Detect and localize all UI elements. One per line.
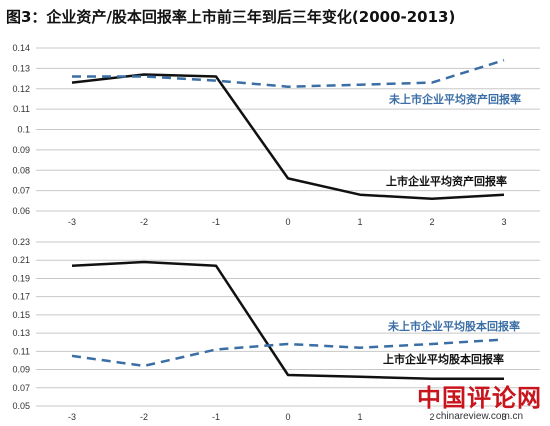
series-line-unlisted xyxy=(71,338,505,368)
y-tick-label: 0.08 xyxy=(12,165,30,175)
x-tick-label: 3 xyxy=(501,412,506,422)
x-tick-label: 2 xyxy=(429,217,434,227)
x-tick-label: -2 xyxy=(140,217,148,227)
x-tick-label: -1 xyxy=(212,217,220,227)
y-tick-label: 0.14 xyxy=(12,43,30,53)
x-tick-label: 0 xyxy=(285,412,290,422)
watermark-main: 中国评论网 xyxy=(417,383,542,412)
y-tick-label: 0.13 xyxy=(12,328,30,338)
x-tick-label: 3 xyxy=(501,217,506,227)
watermark-sub: chinareview.com.cn xyxy=(435,411,524,422)
x-tick-label: -2 xyxy=(140,412,148,422)
series-label-unlisted: 未上市企业平均资产回报率 xyxy=(388,92,521,106)
y-tick-label: 0.12 xyxy=(12,84,30,94)
y-tick-label: 0.21 xyxy=(12,255,30,265)
x-tick-label: 1 xyxy=(357,217,362,227)
y-tick-label: 0.17 xyxy=(12,292,30,302)
y-tick-label: 0.23 xyxy=(12,237,30,247)
series-label-listed: 上市企业平均股本回报率 xyxy=(383,352,504,366)
x-tick-label: 1 xyxy=(357,412,362,422)
y-tick-label: 0.09 xyxy=(12,365,30,375)
x-tick-label: -3 xyxy=(68,412,76,422)
chart-title: 图3：企业资产/股本回报率上市前三年到后三年变化(2000-2013) xyxy=(6,8,456,26)
y-tick-label: 0.15 xyxy=(12,310,30,320)
y-tick-label: 0.1 xyxy=(17,125,30,135)
x-tick-label: -3 xyxy=(68,217,76,227)
y-tick-label: 0.09 xyxy=(12,145,30,155)
watermark-logo: 中国评论网 chinareview.com.cn xyxy=(417,383,542,423)
series-label-unlisted: 未上市企业平均股本回报率 xyxy=(387,319,520,333)
y-tick-label: 0.13 xyxy=(12,63,30,73)
x-tick-label: 0 xyxy=(285,217,290,227)
series-line-listed xyxy=(71,260,504,380)
y-tick-label: 0.19 xyxy=(12,273,30,283)
x-tick-label: 2 xyxy=(429,412,434,422)
y-tick-label: 0.05 xyxy=(12,401,30,411)
y-tick-label: 0.07 xyxy=(12,186,30,196)
series-label-listed: 上市企业平均资产回报率 xyxy=(386,174,507,188)
series-line-unlisted xyxy=(72,59,505,88)
y-tick-label: 0.11 xyxy=(13,104,30,114)
series-line-listed xyxy=(71,73,505,201)
y-tick-label: 0.07 xyxy=(12,383,30,393)
y-tick-label: 0.06 xyxy=(12,206,30,216)
y-tick-label: 0.11 xyxy=(13,346,30,356)
x-tick-label: -1 xyxy=(212,412,220,422)
